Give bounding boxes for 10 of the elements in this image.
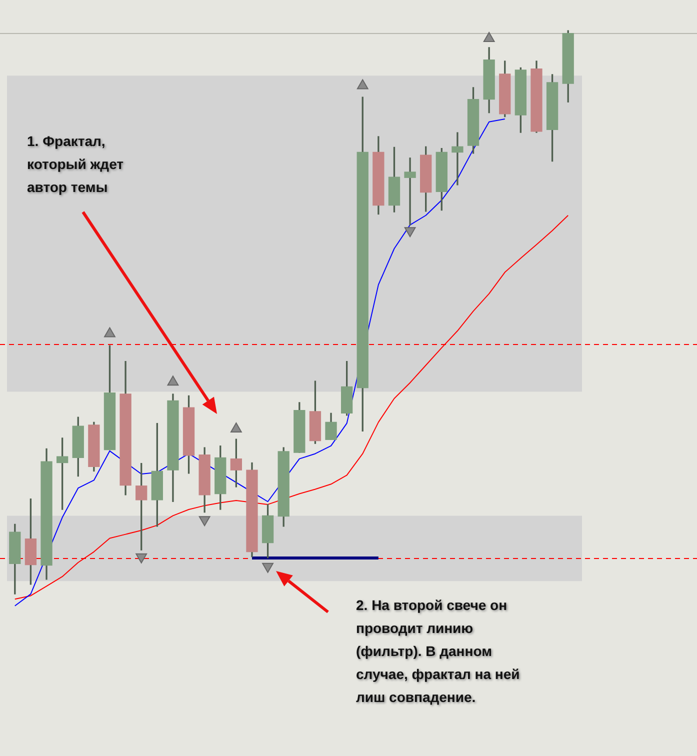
candlestick bbox=[452, 132, 464, 186]
text: 2. На второй свече он проводит линию (фильтр). В данном случае, фрактал на ней лиш совпадение. bbox=[356, 596, 520, 707]
point bbox=[136, 553, 148, 564]
candlestick bbox=[404, 158, 416, 226]
point bbox=[262, 562, 274, 573]
point bbox=[356, 79, 368, 90]
point bbox=[198, 516, 210, 526]
annotation: 1. Фрактал, который ждет автор темы bbox=[27, 132, 124, 197]
point bbox=[104, 327, 116, 338]
point bbox=[483, 32, 495, 42]
